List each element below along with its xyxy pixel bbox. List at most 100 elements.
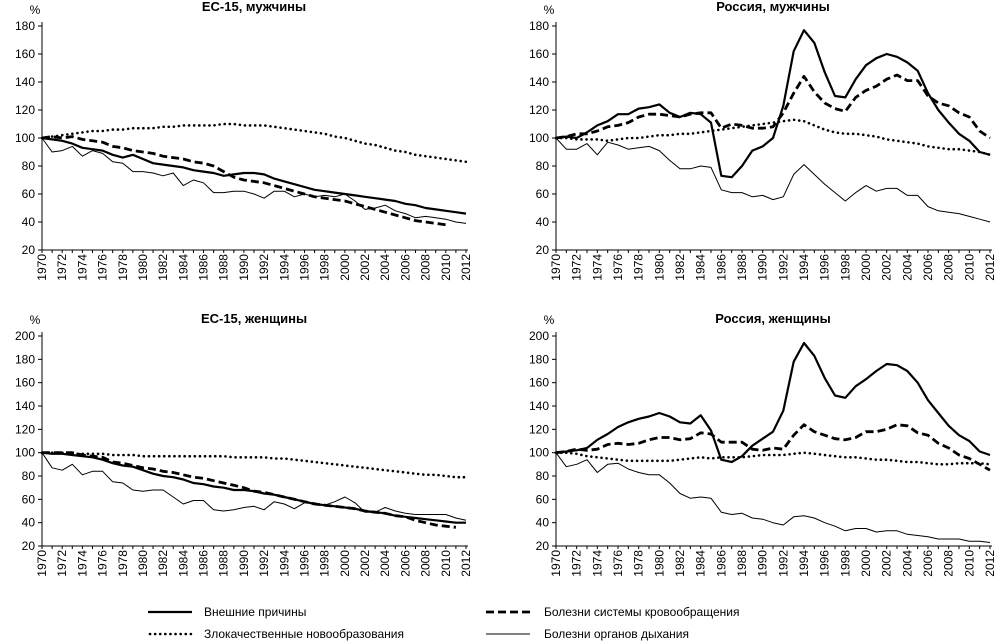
x-tick-label: 2006 (921, 550, 935, 577)
series-line-neoplasms (554, 451, 992, 466)
y-tick-label: 80 (22, 469, 36, 483)
x-tick-label: 1990 (237, 550, 251, 577)
x-tick-label: 2000 (859, 550, 873, 577)
x-tick-label: 2000 (338, 254, 352, 281)
x-tick-label: 1988 (217, 254, 231, 281)
y-tick-label: 180 (529, 19, 549, 33)
y-axis-label: % (544, 3, 555, 17)
x-tick-label: 2012 (983, 550, 997, 577)
y-tick-label: 40 (536, 516, 550, 530)
x-tick-label: 1994 (797, 254, 811, 281)
y-tick-label: 20 (22, 539, 36, 553)
x-tick-label: 1994 (277, 550, 291, 577)
x-tick-label: 1982 (156, 254, 170, 281)
x-tick-label: 2002 (358, 254, 372, 281)
x-tick-label: 2010 (962, 254, 976, 281)
x-tick-label: 1974 (590, 550, 604, 577)
x-tick-label: 1978 (116, 550, 130, 577)
x-tick-label: 1988 (735, 254, 749, 281)
y-tick-label: 80 (22, 159, 36, 173)
x-tick-label: 1992 (257, 550, 271, 577)
y-tick-label: 40 (22, 516, 36, 530)
x-tick-label: 2008 (942, 550, 956, 577)
y-tick-label: 200 (15, 329, 35, 343)
x-tick-label: 1970 (35, 550, 49, 577)
x-tick-label: 1984 (694, 550, 708, 577)
legend-entry-circulatory: Болезни системы кровообращения (486, 605, 739, 619)
x-tick-label: 1970 (35, 254, 49, 281)
legend-entry-neoplasms: Злокачественные новообразования (148, 627, 404, 641)
x-tick-label: 2006 (398, 550, 412, 577)
y-tick-label: 60 (22, 492, 36, 506)
x-tick-label: 1980 (652, 550, 666, 577)
chart-title: Россия, мужчины (716, 0, 830, 14)
chart-eu15-men: ЕС-15, мужчины% 20 40 60 80 100 120 140 160 180 19… (15, 0, 473, 281)
x-tick-label: 1974 (75, 550, 89, 577)
x-tick-label: 1986 (714, 254, 728, 281)
legend-label: Болезни системы кровообращения (544, 605, 739, 619)
x-tick-label: 1988 (735, 550, 749, 577)
y-tick-label: 20 (22, 243, 36, 257)
y-tick-label: 160 (15, 376, 35, 390)
x-tick-label: 1996 (297, 550, 311, 577)
x-tick-label: 1996 (818, 254, 832, 281)
series-line-neoplasms (40, 451, 468, 479)
y-tick-label: 100 (15, 131, 35, 145)
x-tick-label: 1970 (549, 550, 563, 577)
x-tick-label: 2002 (880, 550, 894, 577)
legend-label: Болезни органов дыхания (544, 627, 689, 641)
series-line-neoplasms (554, 118, 992, 157)
x-tick-label: 2008 (419, 550, 433, 577)
y-tick-label: 40 (22, 215, 36, 229)
series-line-external-causes (555, 341, 991, 464)
chart-title: ЕС-15, женщины (201, 311, 307, 326)
y-tick-label: 60 (22, 187, 36, 201)
x-tick-label: 1978 (632, 254, 646, 281)
y-tick-label: 80 (536, 469, 550, 483)
legend: Внешние причины Болезни системы кровообр… (148, 605, 739, 641)
x-tick-label: 1996 (818, 550, 832, 577)
y-tick-label: 120 (529, 103, 549, 117)
series-line-respiratory (41, 137, 467, 224)
x-tick-label: 1976 (96, 254, 110, 281)
y-tick-label: 180 (529, 352, 549, 366)
chart-title: Россия, женщины (715, 311, 830, 326)
y-tick-label: 180 (15, 352, 35, 366)
x-tick-label: 1994 (797, 550, 811, 577)
y-tick-label: 120 (15, 103, 35, 117)
x-tick-label: 2004 (900, 254, 914, 281)
x-tick-label: 1976 (611, 550, 625, 577)
y-tick-label: 60 (536, 187, 550, 201)
x-tick-label: 1980 (136, 254, 150, 281)
x-tick-label: 1982 (673, 254, 687, 281)
x-tick-label: 1990 (237, 254, 251, 281)
y-tick-label: 20 (536, 539, 550, 553)
y-tick-label: 120 (15, 422, 35, 436)
series-line-circulatory (41, 135, 446, 227)
series-line-respiratory (555, 452, 991, 543)
x-tick-label: 2010 (439, 550, 453, 577)
x-tick-label: 1998 (838, 254, 852, 281)
y-tick-label: 140 (15, 75, 35, 89)
x-tick-label: 2010 (439, 254, 453, 281)
series-line-external-causes (41, 136, 467, 215)
x-tick-label: 2004 (378, 550, 392, 577)
y-tick-label: 140 (529, 399, 549, 413)
x-tick-label: 2002 (358, 550, 372, 577)
x-tick-label: 1996 (297, 254, 311, 281)
y-axis-label: % (30, 313, 41, 327)
x-tick-label: 1998 (318, 254, 332, 281)
series-line-circulatory (555, 423, 991, 472)
x-tick-label: 2004 (900, 550, 914, 577)
y-tick-label: 80 (536, 159, 550, 173)
series-line-neoplasms (40, 122, 468, 164)
legend-label: Внешние причины (204, 605, 306, 619)
x-tick-label: 1986 (197, 254, 211, 281)
x-tick-label: 1982 (673, 550, 687, 577)
y-tick-label: 60 (536, 492, 550, 506)
x-tick-label: 1972 (55, 550, 69, 577)
y-tick-label: 140 (529, 75, 549, 89)
series-line-circulatory (42, 451, 457, 529)
y-axis-label: % (544, 313, 555, 327)
y-tick-label: 100 (529, 446, 549, 460)
